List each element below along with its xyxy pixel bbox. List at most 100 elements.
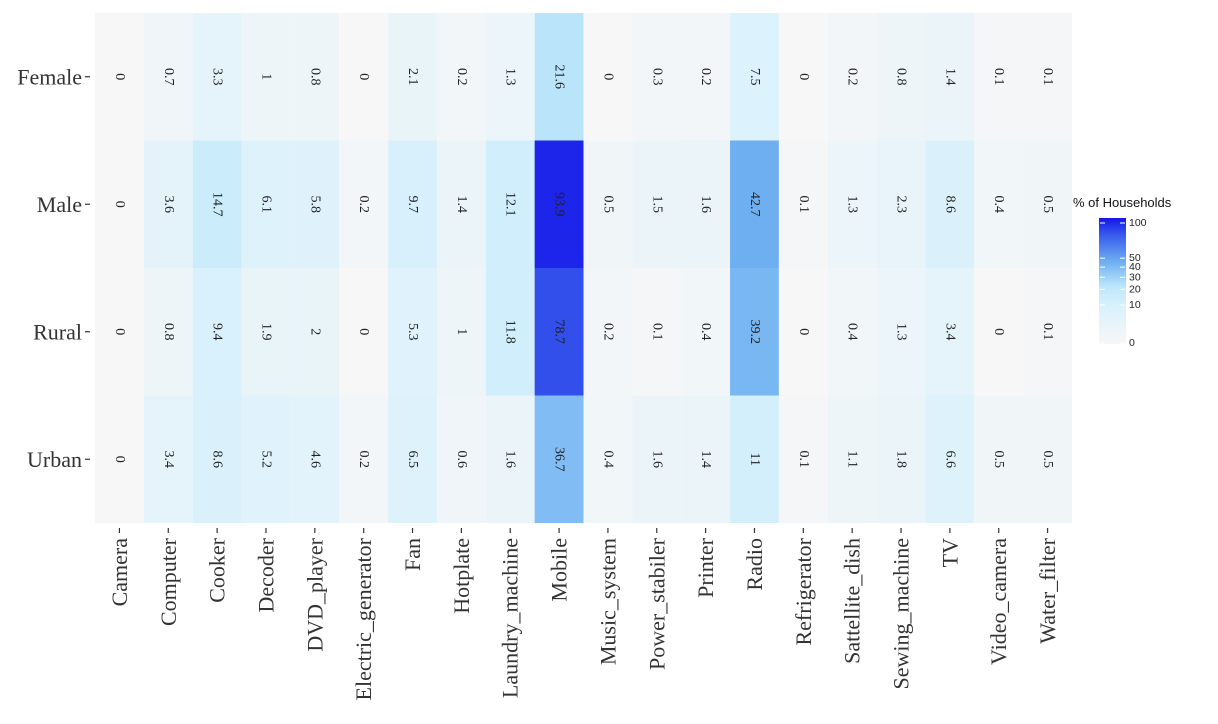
x-tick-label: Printer	[693, 537, 718, 598]
heatmap-cell	[143, 13, 193, 141]
cell-value-label: 0.1	[991, 68, 1006, 86]
heatmap-cell	[290, 140, 340, 268]
heatmap-cell	[778, 140, 828, 268]
heatmap-cell	[583, 13, 633, 141]
heatmap-cell	[827, 13, 877, 141]
cell-value-label: 7.5	[747, 68, 762, 86]
heatmap-cell	[534, 13, 584, 141]
cell-value-label: 8.6	[942, 196, 957, 214]
heatmap-cell	[485, 13, 535, 141]
x-tick-label: Fan	[400, 538, 425, 571]
x-tick-label: Hotplate	[449, 538, 474, 614]
heatmap-cell	[485, 395, 535, 523]
cell-value-label: 1.3	[894, 323, 909, 341]
cell-value-label: 1.6	[698, 196, 713, 214]
heatmap-cell	[388, 268, 437, 396]
heatmap-cell	[290, 13, 340, 141]
cell-value-label: 0.5	[600, 196, 615, 214]
cell-value-label: 21.6	[552, 65, 567, 90]
heatmap-cell	[974, 395, 1024, 523]
heatmap-cell	[436, 395, 486, 523]
heatmap-cell	[534, 268, 584, 396]
cell-value-label: 0.4	[991, 196, 1006, 214]
cell-value-label: 1.9	[258, 323, 273, 341]
cell-value-label: 0	[112, 73, 127, 80]
cell-value-label: 1.3	[845, 196, 860, 214]
cell-value-label: 0.4	[845, 323, 860, 341]
x-tick-label: Laundry_machine	[498, 538, 523, 698]
legend-tick-label: 40	[1129, 261, 1141, 273]
cell-value-label: 0.1	[796, 451, 811, 469]
heatmap-cells: 0 0.7 3.3 1 0.8 0 2.1 0.2 1.3 21.6 0 0.3 0.2 7.5 0 0.2 0…	[95, 13, 1072, 523]
heatmap-cell	[827, 140, 877, 268]
cell-value-label: 6.1	[258, 196, 273, 214]
x-tick-label: Cooker	[205, 537, 230, 602]
heatmap-cell	[241, 395, 291, 523]
cell-value-label: 0	[356, 73, 371, 80]
heatmap-cell	[388, 395, 437, 523]
cell-value-label: 78.7	[552, 320, 567, 345]
legend-tick-label: 10	[1129, 299, 1141, 311]
x-tick-label: TV	[937, 538, 962, 567]
heatmap-cell	[95, 268, 144, 396]
cell-value-label: 3.6	[161, 196, 176, 214]
cell-value-label: 0	[991, 328, 1006, 335]
cell-value-label: 0.1	[649, 323, 664, 341]
cell-value-label: 1.5	[649, 196, 664, 214]
cell-value-label: 36.7	[552, 447, 567, 472]
x-tick-label: Camera	[107, 538, 132, 607]
heatmap-cell	[974, 13, 1024, 141]
cell-value-label: 0.1	[1040, 323, 1055, 341]
cell-value-label: 0.6	[454, 451, 469, 469]
cell-value-label: 9.7	[405, 196, 420, 214]
y-axis-labels: Female Male Rural Urban	[17, 64, 90, 472]
cell-value-label: 2.3	[894, 196, 909, 214]
x-tick-label: Sattellite_dish	[840, 538, 865, 664]
cell-value-label: 4.6	[307, 451, 322, 469]
heatmap-cell	[241, 13, 291, 141]
x-tick-label: Music_system	[595, 538, 620, 665]
y-tick-label: Rural	[33, 319, 82, 344]
legend-tick-label: 20	[1129, 283, 1141, 295]
cell-value-label: 1.6	[649, 451, 664, 469]
x-tick-label: Decoder	[253, 537, 278, 612]
heatmap-cell	[632, 268, 682, 396]
cell-value-label: 2	[307, 328, 322, 335]
heatmap-cell	[778, 395, 828, 523]
x-tick-label: Electric_generator	[351, 537, 376, 700]
heatmap-cell	[876, 395, 926, 523]
cell-value-label: 11.8	[503, 320, 518, 344]
heatmap-cell	[876, 268, 926, 396]
heatmap-cell	[436, 268, 486, 396]
heatmap-cell	[583, 140, 633, 268]
legend-tick-label: 50	[1129, 252, 1141, 264]
cell-value-label: 0.7	[161, 68, 176, 86]
heatmap-cell	[95, 13, 144, 141]
cell-value-label: 0.5	[991, 451, 1006, 469]
cell-value-label: 1.1	[845, 451, 860, 469]
cell-value-label: 0.1	[1040, 68, 1055, 86]
heatmap-cell	[143, 140, 193, 268]
cell-value-label: 0	[112, 328, 127, 335]
cell-value-label: 1.3	[503, 68, 518, 86]
cell-value-label: 2.1	[405, 68, 420, 86]
x-tick-label: Mobile	[547, 538, 572, 602]
x-tick-label: Refrigerator	[791, 537, 816, 645]
legend-title: % of Households	[1073, 195, 1172, 210]
cell-value-label: 0.2	[698, 68, 713, 86]
cell-value-label: 6.5	[405, 451, 420, 469]
heatmap-cell	[681, 395, 731, 523]
cell-value-label: 9.4	[210, 323, 225, 341]
cell-value-label: 0	[356, 328, 371, 335]
cell-value-label: 0	[112, 456, 127, 463]
legend-colorbar	[1099, 218, 1126, 344]
heatmap-cell	[339, 395, 389, 523]
x-tick-label: Radio	[742, 538, 767, 591]
cell-value-label: 1.8	[894, 451, 909, 469]
heatmap-cell	[681, 13, 731, 141]
y-tick-label: Urban	[27, 447, 82, 472]
cell-value-label: 0	[112, 201, 127, 208]
heatmap-cell	[290, 395, 340, 523]
cell-value-label: 0.8	[894, 68, 909, 86]
heatmap-cell	[192, 268, 242, 396]
